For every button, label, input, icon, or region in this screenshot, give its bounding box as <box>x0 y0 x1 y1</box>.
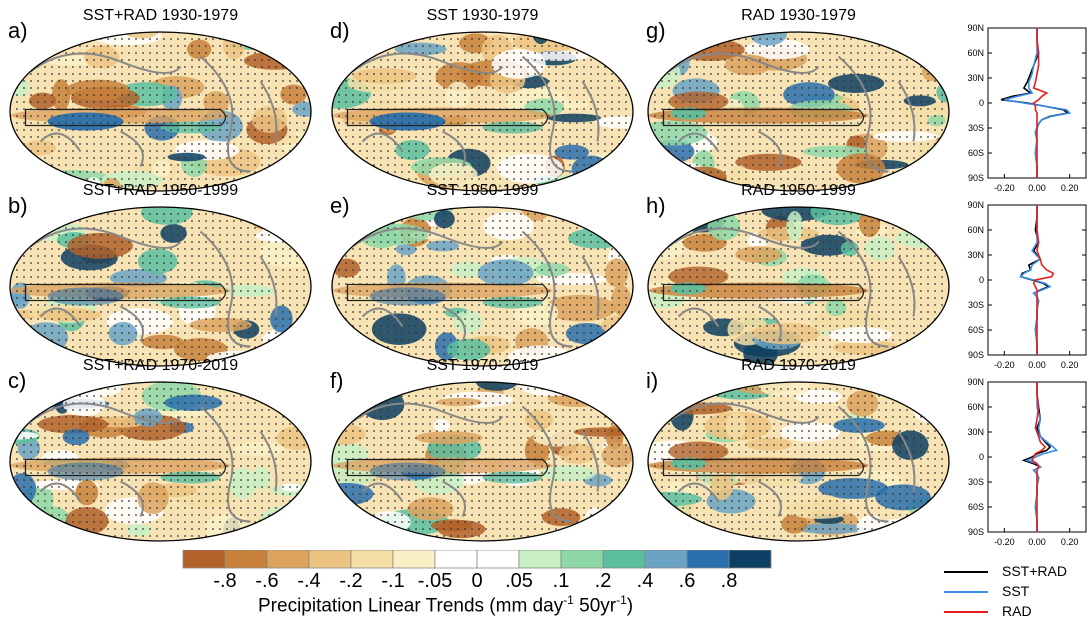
panel-label: c) <box>8 368 27 393</box>
panel-label: i) <box>646 368 659 393</box>
x-tick-label: 0.00 <box>1028 360 1046 370</box>
colorbar-swatch <box>602 550 646 569</box>
zonal-profile-chart: 90N 60N 30N 0 30S 60S 90S -0.20 0.00 0.20 <box>967 24 1087 193</box>
zonal-profile-chart: 90N 60N 30N 0 30S 60S 90S -0.20 0.00 0.20 <box>967 201 1087 370</box>
panel-label: d) <box>330 18 350 43</box>
colorbar-swatch <box>518 550 562 569</box>
x-tick-label: 0.20 <box>1061 537 1079 547</box>
colorbar-title: Precipitation Linear Trends (mm day-1 50… <box>258 593 634 617</box>
y-tick-label: 90S <box>968 527 984 537</box>
y-tick-label: 30N <box>967 250 984 260</box>
x-tick-label: -0.20 <box>994 183 1015 193</box>
trend-map <box>9 206 312 367</box>
y-tick-label: 30S <box>968 123 984 133</box>
colorbar-tick-label: -.1 <box>381 570 405 592</box>
panel-label: g) <box>646 18 666 43</box>
y-tick-label: 90S <box>968 350 984 360</box>
colorbar-tick-label: .2 <box>594 570 612 592</box>
panel-title: RAD 1950-1999 <box>741 182 856 199</box>
colorbar-swatch <box>392 550 436 569</box>
y-tick-label: 90N <box>967 24 984 33</box>
panel-title: RAD 1970-2019 <box>741 357 856 374</box>
colorbar-swatch <box>686 550 730 569</box>
panel-label: h) <box>646 193 666 218</box>
trend-map <box>647 381 950 542</box>
panel-title: SST 1970-2019 <box>426 357 539 374</box>
panel-title: SST 1950-1999 <box>426 182 539 199</box>
y-tick-label: 60S <box>968 502 984 512</box>
trend-map <box>9 31 312 192</box>
trend-map <box>331 31 634 192</box>
legend-swatch <box>944 591 988 593</box>
y-tick-label: 0 <box>979 452 984 462</box>
colorbar-swatch <box>308 550 352 569</box>
y-tick-label: 60S <box>968 148 984 158</box>
colorbar-swatch <box>266 550 310 569</box>
panel-label: b) <box>8 193 28 218</box>
panel-title: SST 1930-1979 <box>426 7 539 24</box>
y-tick-label: 90S <box>968 173 984 183</box>
y-tick-label: 60N <box>967 402 984 412</box>
trend-map <box>647 206 950 367</box>
trend-map <box>331 206 634 367</box>
trend-map <box>9 381 312 542</box>
y-tick-label: 30N <box>967 427 984 437</box>
colorbar-tick-label: -.05 <box>417 570 453 592</box>
legend-swatch <box>944 611 988 613</box>
colorbar-tick-label: -.8 <box>213 570 237 592</box>
y-tick-label: 60S <box>968 325 984 335</box>
series-line-rad <box>1031 382 1047 532</box>
legend-label: SST+RAD <box>1002 563 1067 579</box>
series-line-rad <box>1032 205 1055 355</box>
y-tick-label: 60N <box>967 48 984 58</box>
y-tick-label: 30N <box>967 73 984 83</box>
colorbar-tick-label: .1 <box>552 570 570 592</box>
colorbar-swatch <box>728 550 772 569</box>
x-tick-label: 0.20 <box>1061 183 1079 193</box>
colorbar-tick-label: -.6 <box>255 570 279 592</box>
trend-map <box>647 31 950 192</box>
colorbar-swatch <box>434 550 478 569</box>
y-tick-label: 60N <box>967 225 984 235</box>
panel-label: e) <box>330 193 350 218</box>
colorbar-swatch <box>644 550 688 569</box>
panel-label: f) <box>330 368 344 393</box>
y-tick-label: 30S <box>968 477 984 487</box>
y-tick-label: 90N <box>967 378 984 387</box>
colorbar-tick-label: 0 <box>471 570 483 592</box>
y-tick-label: 90N <box>967 201 984 210</box>
panel-title: SST+RAD 1930-1979 <box>82 7 239 24</box>
colorbar-tick-label: -.4 <box>297 570 321 592</box>
colorbar-tick-label: -.2 <box>339 570 363 592</box>
legend-label: RAD <box>1002 603 1032 619</box>
colorbar-tick-label: .4 <box>636 570 654 592</box>
colorbar-swatch <box>560 550 604 569</box>
panel-title: SST+RAD 1950-1999 <box>82 182 239 199</box>
colorbar-swatch <box>350 550 394 569</box>
colorbar-tick-label: .8 <box>720 570 738 592</box>
zonal-profile-chart: 90N 60N 30N 0 30S 60S 90S -0.20 0.00 0.20 <box>967 378 1087 547</box>
x-tick-label: -0.20 <box>994 537 1015 547</box>
colorbar-tick-label: .05 <box>505 570 533 592</box>
panel-title: SST+RAD 1970-2019 <box>82 357 239 374</box>
legend-swatch <box>944 571 988 573</box>
y-tick-label: 0 <box>979 98 984 108</box>
colorbar-tick-label: .6 <box>678 570 696 592</box>
y-tick-label: 30S <box>968 300 984 310</box>
colorbar-swatch <box>224 550 268 569</box>
x-tick-label: 0.00 <box>1028 183 1046 193</box>
panel-label: a) <box>8 18 28 43</box>
panel-title: RAD 1930-1979 <box>741 7 856 24</box>
series-line-rad <box>1032 28 1049 178</box>
x-tick-label: -0.20 <box>994 360 1015 370</box>
colorbar-swatch <box>476 550 520 569</box>
x-tick-label: 0.20 <box>1061 360 1079 370</box>
legend-label: SST <box>1002 583 1030 599</box>
colorbar-swatch <box>182 550 226 569</box>
y-tick-label: 0 <box>979 275 984 285</box>
x-tick-label: 0.00 <box>1028 537 1046 547</box>
trend-map <box>331 381 634 542</box>
